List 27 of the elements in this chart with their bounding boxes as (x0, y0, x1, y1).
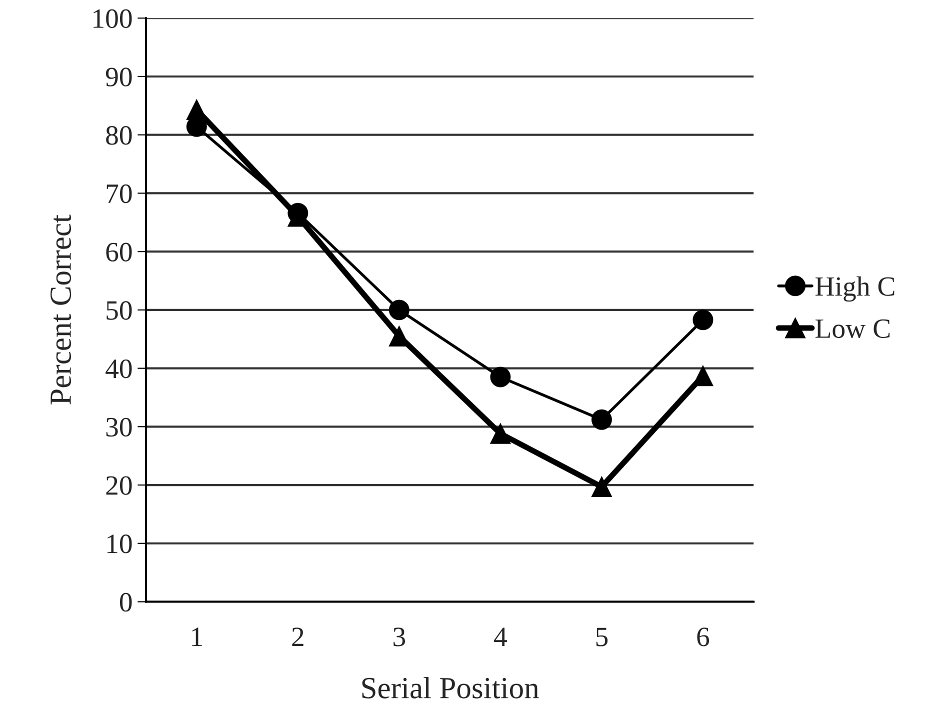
point (490, 423, 511, 444)
y-tick-label: 40 (106, 359, 132, 378)
y-tick-label: 80 (106, 126, 132, 145)
legend-label: High C (816, 276, 894, 302)
point (591, 409, 612, 430)
y-tick-label: 50 (106, 301, 132, 320)
point (591, 476, 612, 498)
x-tick-label: 1 (192, 628, 202, 646)
y-axis-title: Percent Correct (50, 214, 72, 404)
x-axis-title: Serial Position (362, 676, 539, 698)
y-tick-label: 10 (107, 534, 132, 554)
x-tick-label: 2 (292, 628, 304, 646)
point (490, 366, 511, 388)
y-tick-label: 100 (94, 9, 132, 28)
y-tick-label: 30 (106, 418, 132, 437)
y-tick-label: 60 (106, 242, 132, 262)
point (692, 310, 714, 330)
y-tick-label: 20 (106, 476, 132, 495)
x-tick-label: 4 (494, 628, 507, 646)
y-tick-label: 0 (120, 592, 132, 612)
legend-label: Low C (816, 319, 890, 338)
x-tick-label: 3 (394, 628, 406, 646)
y-tick-label: 70 (106, 184, 132, 204)
x-tick-label: 5 (596, 628, 608, 646)
y-tick-label: 90 (106, 68, 132, 86)
x-tick-label: 6 (697, 628, 710, 646)
point (388, 300, 410, 320)
